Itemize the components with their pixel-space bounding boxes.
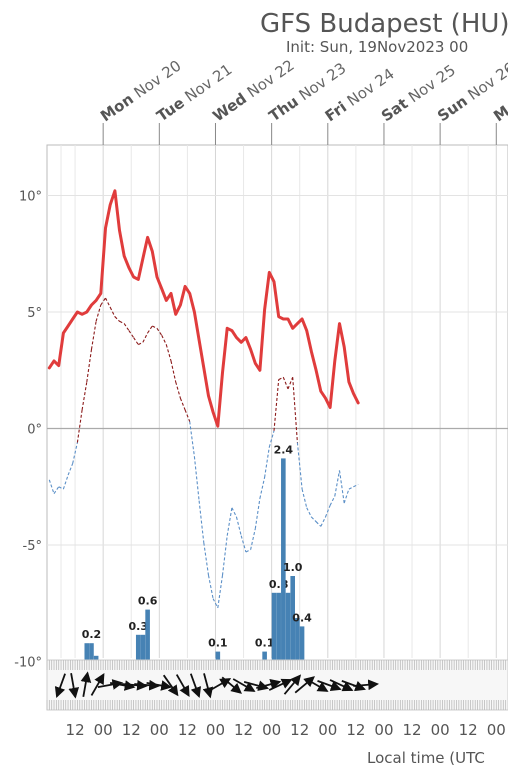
wind-arrow <box>317 680 342 692</box>
wind-arrow <box>329 679 354 692</box>
precip-bar <box>295 618 300 660</box>
precip-bar <box>89 643 94 660</box>
precip-label: 0.2 <box>82 628 102 641</box>
time-axis-label: Local time (UTC <box>367 749 485 767</box>
hour-label: 12 <box>234 721 253 739</box>
wind-arrow <box>341 680 366 692</box>
wind-arrow <box>68 673 80 699</box>
precip-bar <box>290 576 295 660</box>
precip-bar <box>271 592 277 660</box>
wind-arrow <box>232 678 256 692</box>
wind-arrow <box>353 679 379 691</box>
x-axis-hour-labels: 12 00 12 00 12 00 12 00 12 00 12 00 12 00 12 00 <box>66 721 506 739</box>
wind-arrow <box>283 674 302 695</box>
hour-label: 00 <box>262 721 281 739</box>
day-label: M <box>490 102 508 125</box>
dewpoint-line-above-zero <box>76 297 298 443</box>
hour-label: 00 <box>487 721 506 739</box>
hour-label: 12 <box>178 721 197 739</box>
precip-bar <box>145 609 150 660</box>
y-tick-label: 5° <box>27 306 42 321</box>
precip-bar <box>84 643 90 660</box>
wind-arrow <box>202 673 214 699</box>
precip-bar <box>262 651 267 660</box>
y-tick-label: 0° <box>27 423 42 438</box>
hour-label: 00 <box>374 721 393 739</box>
y-tick-label: 10° <box>19 190 42 205</box>
hour-label: 00 <box>150 721 169 739</box>
wind-arrow <box>134 679 160 691</box>
y-tick-label: -5° <box>23 539 42 554</box>
precip-label: 2.4 <box>274 443 294 456</box>
precip-bar <box>215 651 221 660</box>
hour-label: 12 <box>122 721 141 739</box>
hour-label: 00 <box>318 721 337 739</box>
precip-bar <box>299 626 305 660</box>
hour-label: 12 <box>459 721 478 739</box>
hour-label: 12 <box>346 721 365 739</box>
wind-arrow <box>109 680 136 691</box>
precip-bar <box>93 655 99 660</box>
dewpoint-line-below-zero <box>48 421 359 609</box>
chart-title: GFS Budapest (HU) <box>260 9 508 39</box>
hour-label: 12 <box>66 721 85 739</box>
precipitation-bars: 0.20.30.60.1 0.10.82.41.00.4 <box>82 443 312 660</box>
wind-arrow <box>54 673 66 698</box>
precip-bar <box>285 592 291 660</box>
init-label: Init: Sun, 19Nov2023 00 <box>286 38 468 56</box>
hour-label: 12 <box>290 721 309 739</box>
hour-label: 00 <box>94 721 113 739</box>
hour-label: 00 <box>431 721 450 739</box>
y-tick-label: -10° <box>14 656 42 671</box>
precip-bar <box>281 458 286 660</box>
precip-label: 0.3 <box>129 620 149 633</box>
wind-arrow <box>162 674 179 697</box>
wind-arrow <box>80 671 92 697</box>
wind-arrow <box>268 678 293 691</box>
precip-label: 0.4 <box>292 611 312 624</box>
wind-arrow <box>256 679 282 690</box>
wind-arrow <box>175 674 190 697</box>
precip-label: 0.6 <box>138 595 158 608</box>
wind-arrow <box>294 676 315 694</box>
temperature-line <box>47 189 360 428</box>
hour-label: 12 <box>402 721 421 739</box>
wind-arrow <box>305 678 329 692</box>
wind-arrow <box>90 673 105 696</box>
wind-arrow <box>221 676 242 694</box>
precip-bar <box>135 634 141 660</box>
precip-label: 0.1 <box>208 637 228 650</box>
hour-label: 00 <box>206 721 225 739</box>
wind-arrow <box>146 680 172 691</box>
precip-bar <box>276 592 281 660</box>
series-layer <box>47 189 360 609</box>
precip-bar <box>140 634 146 660</box>
wind-arrow <box>122 679 148 691</box>
wind-strip <box>46 659 508 711</box>
precip-label: 1.0 <box>283 561 303 574</box>
y-axis-labels: 10° 5° 0° -5° -10° <box>14 190 42 671</box>
precip-label: 0.1 <box>255 637 275 650</box>
wind-arrow <box>189 673 202 698</box>
wind-strip-background <box>46 659 508 711</box>
